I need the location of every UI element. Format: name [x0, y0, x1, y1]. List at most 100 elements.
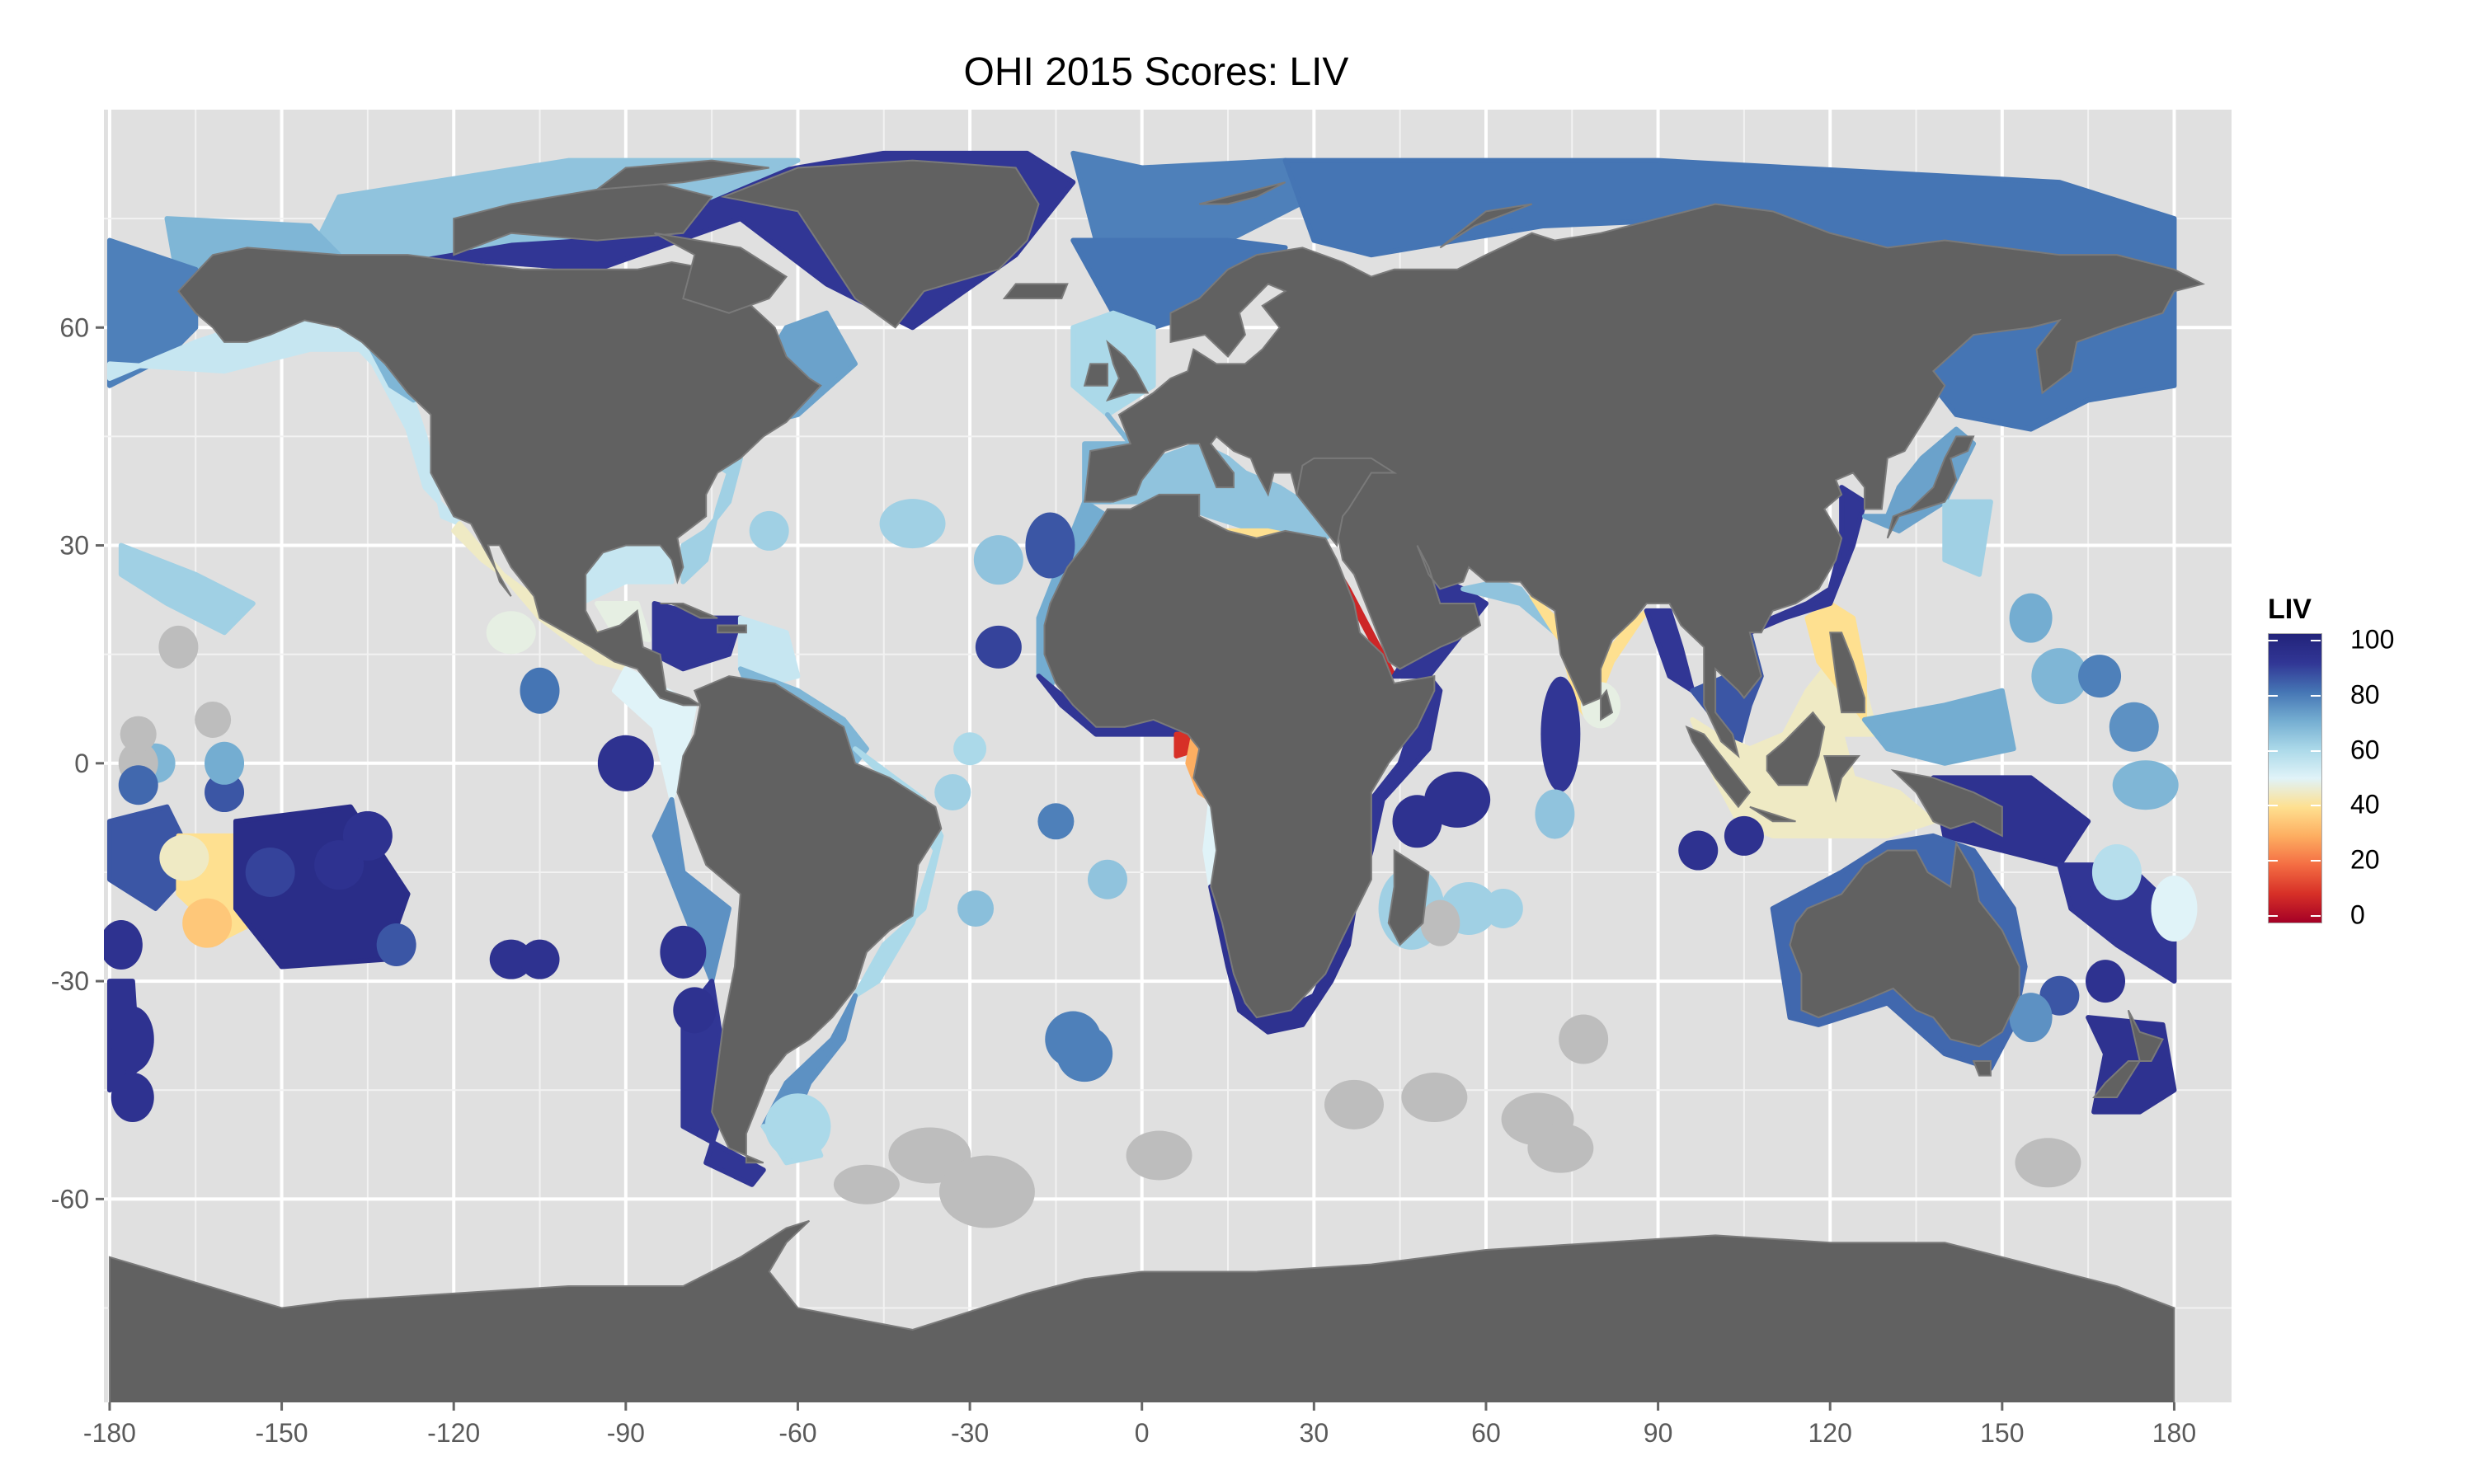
eez-island — [2009, 593, 2053, 643]
legend-tick-mark — [2268, 694, 2278, 697]
x-tick-label: 60 — [1471, 1418, 1501, 1448]
legend-title: LIV — [2268, 594, 2312, 625]
eez-crozet — [1401, 1073, 1468, 1123]
land-sulawesi — [1823, 755, 1861, 803]
land-sri-lanka — [1600, 688, 1614, 721]
eez-island — [2091, 843, 2142, 900]
land-australia — [1789, 840, 2020, 1048]
land-borneo — [1766, 711, 1826, 787]
eez-island — [2151, 875, 2198, 942]
legend-tick-label: 80 — [2350, 679, 2380, 710]
eez-clipperton-na — [520, 667, 560, 714]
eez-island — [1056, 1026, 1113, 1082]
eez-island — [833, 1164, 900, 1205]
land-anatolia — [1296, 457, 1398, 547]
eez-st-helena — [1087, 859, 1127, 899]
eez-chagos — [1535, 789, 1575, 839]
legend-tick-mark — [2311, 694, 2321, 697]
legend-colorbar — [2268, 633, 2322, 923]
land-africa — [1043, 493, 1436, 1019]
land-arctic-archipelago — [453, 181, 713, 256]
eez-cape-verde — [975, 625, 1022, 669]
eez-island — [118, 765, 158, 805]
x-tick-label: -30 — [951, 1418, 989, 1448]
eez-island — [195, 701, 232, 738]
eez-macquarie — [2015, 1138, 2081, 1188]
eez-azores — [879, 499, 946, 549]
land-hispaniola — [717, 624, 747, 634]
eez-ascension — [1037, 803, 1075, 840]
land-novaya-zemlya — [1439, 203, 1532, 249]
eez-lesser-antilles — [737, 615, 801, 686]
x-tick-label: 120 — [1808, 1418, 1852, 1448]
eez-morocco-atlantic — [1025, 512, 1075, 579]
eez-island — [673, 987, 717, 1034]
land-antarctica — [108, 1219, 2175, 1402]
x-tick-label: 180 — [2152, 1418, 2196, 1448]
land-baffin — [654, 232, 788, 314]
eez-island — [376, 923, 416, 967]
land-new-guinea — [1890, 769, 2003, 838]
eez-island — [764, 1093, 831, 1160]
land-nz-north — [2127, 1009, 2164, 1062]
eez-easter-island — [489, 939, 533, 979]
land-java — [1749, 805, 1796, 823]
eez-island — [1527, 1123, 1594, 1173]
x-tick-label: 90 — [1644, 1418, 1673, 1448]
x-axis: -180 -150 -120 -90 -60 -30 0 30 60 90 120 150 180 — [83, 1402, 2196, 1448]
land-masses — [108, 159, 2206, 1402]
legend-tick-label: 40 — [2350, 789, 2380, 819]
x-tick-label: -150 — [256, 1418, 308, 1448]
eez-china — [1747, 485, 1867, 636]
eez-island — [1324, 1079, 1385, 1129]
eez-island — [1483, 888, 1523, 928]
y-tick-label: -60 — [51, 1184, 89, 1214]
eez-island — [953, 732, 987, 766]
legend-tick-mark — [2268, 915, 2278, 917]
x-tick-label: 150 — [1980, 1418, 2024, 1448]
eez-island — [2031, 648, 2088, 705]
eez-island — [2112, 760, 2179, 810]
land-south-america — [676, 675, 943, 1164]
legend-tick-label: 60 — [2350, 735, 2380, 765]
legend-tick-mark — [2311, 805, 2321, 807]
eez-canaries — [973, 535, 1023, 585]
legend-tick-mark — [2268, 640, 2278, 641]
y-tick-label: 0 — [74, 749, 89, 778]
eez-island — [342, 810, 393, 861]
land-great-britain — [1105, 340, 1150, 402]
chart-title: OHI 2015 Scores: LIV — [963, 50, 1349, 94]
x-tick-label: 0 — [1135, 1418, 1150, 1448]
eez-norfolk — [2086, 960, 2126, 1003]
eez-bay-bengal — [1644, 608, 1696, 693]
eez-island — [520, 939, 560, 979]
eez-island — [938, 1155, 1035, 1228]
land-philippines — [1829, 632, 1865, 714]
eez-christmas — [1724, 815, 1764, 856]
land-nz-south — [2092, 1059, 2142, 1099]
land-ireland — [1083, 363, 1108, 387]
eez-samoa — [106, 804, 199, 911]
x-tick-label: -90 — [607, 1418, 645, 1448]
eez-seychelles — [1424, 771, 1491, 828]
eez-island — [957, 890, 995, 927]
eez-hawaii — [118, 542, 256, 636]
eez-island — [158, 625, 199, 669]
land-north-america — [177, 247, 822, 707]
eez-bermuda — [749, 510, 789, 551]
land-sumatra — [1685, 725, 1752, 809]
y-tick-label: 60 — [59, 312, 89, 342]
legend-tick-label: 100 — [2350, 624, 2395, 655]
legend-tick-mark — [2268, 860, 2278, 862]
legend-tick-label: 20 — [2350, 844, 2380, 875]
land-madagascar — [1387, 848, 1430, 946]
y-tick-label: 30 — [59, 531, 89, 561]
eez-bouvet — [1126, 1130, 1192, 1181]
land-svalbard — [1199, 181, 1286, 205]
eez-island — [205, 741, 245, 785]
x-tick-label: -60 — [778, 1418, 816, 1448]
eez-island — [111, 1073, 154, 1123]
land-greenland — [720, 159, 1040, 329]
